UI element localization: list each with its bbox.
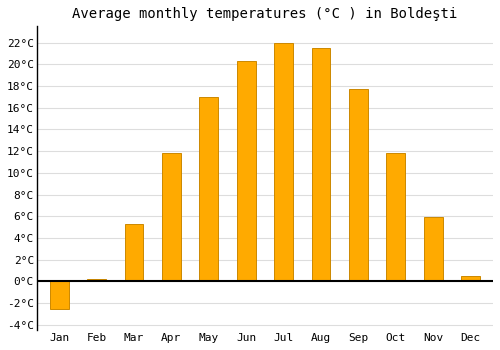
Bar xyxy=(87,279,106,281)
Bar xyxy=(124,224,144,281)
Bar xyxy=(349,89,368,281)
Bar xyxy=(462,276,480,281)
Bar xyxy=(386,153,405,281)
Bar xyxy=(274,43,293,281)
Bar xyxy=(50,281,68,309)
Bar xyxy=(312,48,330,281)
Bar xyxy=(200,97,218,281)
Bar xyxy=(424,217,442,281)
Title: Average monthly temperatures (°C ) in Boldeşti: Average monthly temperatures (°C ) in Bo… xyxy=(72,7,458,21)
Bar xyxy=(237,61,256,281)
Bar xyxy=(162,153,180,281)
